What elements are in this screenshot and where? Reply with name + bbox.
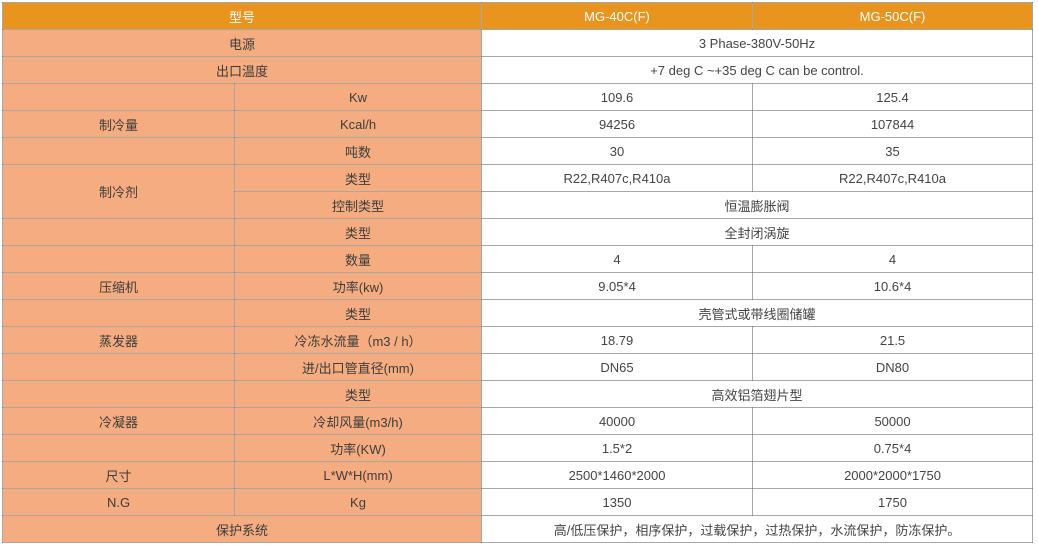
- empty-group-cell: [2, 353, 235, 381]
- comp-qty-param-cell: 数量: [233, 245, 483, 273]
- empty-group-cell: [2, 380, 235, 408]
- comp-qty-value2-cell: 4: [752, 245, 1034, 273]
- condenser-air-row: 冷凝器 冷却风量(m3/h) 40000 50000: [2, 407, 1034, 435]
- evap-pipe-param-cell: 进/出口管直径(mm): [233, 353, 483, 381]
- weight-value2-cell: 1750: [752, 488, 1034, 516]
- evaporator-pipe-row: 进/出口管直径(mm) DN65 DN80: [2, 353, 1034, 381]
- weight-group-cell: N.G: [2, 488, 235, 516]
- tons-param-cell: 吨数: [233, 137, 483, 165]
- empty-group-cell: [2, 434, 235, 462]
- comp-power-value1-cell: 9.05*4: [481, 272, 754, 300]
- refrigerant-type-row: 制冷剂 类型 R22,R407c,R410a R22,R407c,R410a: [2, 164, 1034, 219]
- outlet-temp-label-cell: 出口温度: [1, 56, 483, 84]
- size-group-cell: 尺寸: [2, 461, 235, 489]
- evap-pipe-value2-cell: DN80: [752, 353, 1034, 381]
- protection-label-cell: 保护系统: [1, 515, 483, 543]
- evap-flow-value1-cell: 18.79: [481, 326, 754, 354]
- evaporator-group-cell: 蒸发器: [2, 326, 235, 354]
- power-label-cell: 电源: [1, 29, 483, 57]
- kw-param-cell: Kw: [233, 83, 483, 111]
- cooling-group-cell: 制冷量: [2, 110, 235, 138]
- weight-value1-cell: 1350: [481, 488, 754, 516]
- cond-air-param-cell: 冷却风量(m3/h): [233, 407, 483, 435]
- evaporator-flow-row: 蒸发器 冷冻水流量（m3 / h） 18.79 21.5: [2, 326, 1034, 354]
- empty-group-cell: [2, 83, 235, 111]
- comp-type-value-cell: 全封闭涡旋: [481, 218, 1034, 246]
- evaporator-type-row: 类型 壳管式或带线圈储罐: [2, 299, 1034, 327]
- compressor-type-row: 类型 全封闭涡旋: [2, 218, 1034, 246]
- condenser-group-cell: 冷凝器: [2, 407, 235, 435]
- size-value2-cell: 2000*2000*1750: [752, 461, 1034, 489]
- ref-type-value2-cell: R22,R407c,R410a: [752, 164, 1034, 192]
- comp-power-value2-cell: 10.6*4: [752, 272, 1034, 300]
- evap-type-value-cell: 壳管式或带线圈储罐: [481, 299, 1034, 327]
- ref-type-value1-cell: R22,R407c,R410a: [481, 164, 754, 192]
- ref-control-value-cell: 恒温膨胀阀: [481, 191, 1034, 219]
- cond-air-value1-cell: 40000: [481, 407, 754, 435]
- comp-type-param-cell: 类型: [233, 218, 483, 246]
- cond-air-value2-cell: 50000: [752, 407, 1034, 435]
- kw-value2-cell: 125.4: [752, 83, 1034, 111]
- model2-header-cell: MG-50C(F): [752, 2, 1034, 30]
- condenser-power-row: 功率(KW) 1.5*2 0.75*4: [2, 434, 1034, 462]
- protection-value-cell: 高/低压保护，相序保护，过载保护，过热保护，水流保护，防冻保护。: [481, 515, 1034, 543]
- evap-flow-param-cell: 冷冻水流量（m3 / h）: [233, 326, 483, 354]
- refrigerant-group-cell: 制冷剂: [2, 164, 235, 219]
- cooling-tons-row: 吨数 30 35: [2, 137, 1034, 165]
- cooling-kcal-row: 制冷量 Kcal/h 94256 107844: [2, 110, 1034, 138]
- outlet-temp-row: 出口温度 +7 deg C ~+35 deg C can be control.: [1, 56, 1034, 84]
- size-param-cell: L*W*H(mm): [233, 461, 483, 489]
- cond-type-param-cell: 类型: [233, 380, 483, 408]
- comp-power-param-cell: 功率(kw): [233, 272, 483, 300]
- cond-power-param-cell: 功率(KW): [233, 434, 483, 462]
- ref-control-param-cell: 控制类型: [233, 191, 483, 219]
- cond-power-value1-cell: 1.5*2: [481, 434, 754, 462]
- protection-row: 保护系统 高/低压保护，相序保护，过载保护，过热保护，水流保护，防冻保护。: [1, 515, 1034, 543]
- empty-group-cell: [2, 218, 235, 246]
- spec-table: 型号 MG-40C(F) MG-50C(F) 电源 3 Phase-380V-5…: [1, 2, 1034, 543]
- outlet-temp-value-cell: +7 deg C ~+35 deg C can be control.: [481, 56, 1034, 84]
- kw-value1-cell: 109.6: [481, 83, 754, 111]
- weight-param-cell: Kg: [233, 488, 483, 516]
- kcal-value2-cell: 107844: [752, 110, 1034, 138]
- size-row: 尺寸 L*W*H(mm) 2500*1460*2000 2000*2000*17…: [2, 461, 1034, 489]
- cooling-kw-row: Kw 109.6 125.4: [2, 83, 1034, 111]
- compressor-power-row: 压缩机 功率(kw) 9.05*4 10.6*4: [2, 272, 1034, 300]
- model-title-cell: 型号: [1, 2, 483, 30]
- weight-row: N.G Kg 1350 1750: [2, 488, 1034, 516]
- empty-group-cell: [2, 299, 235, 327]
- power-row: 电源 3 Phase-380V-50Hz: [1, 29, 1034, 57]
- model1-header-cell: MG-40C(F): [481, 2, 754, 30]
- cond-power-value2-cell: 0.75*4: [752, 434, 1034, 462]
- empty-group-cell: [2, 245, 235, 273]
- cond-type-value-cell: 高效铝箔翅片型: [481, 380, 1034, 408]
- evap-flow-value2-cell: 21.5: [752, 326, 1034, 354]
- condenser-type-row: 类型 高效铝箔翅片型: [2, 380, 1034, 408]
- evap-pipe-value1-cell: DN65: [481, 353, 754, 381]
- size-value1-cell: 2500*1460*2000: [481, 461, 754, 489]
- empty-group-cell: [2, 137, 235, 165]
- header-row: 型号 MG-40C(F) MG-50C(F): [1, 2, 1034, 30]
- kcal-value1-cell: 94256: [481, 110, 754, 138]
- tons-value1-cell: 30: [481, 137, 754, 165]
- compressor-qty-row: 数量 4 4: [2, 245, 1034, 273]
- refrigerant-control-row: 控制类型 恒温膨胀阀: [3, 191, 1034, 219]
- ref-type-param-cell: 类型: [233, 164, 483, 192]
- power-value-cell: 3 Phase-380V-50Hz: [481, 29, 1034, 57]
- kcal-param-cell: Kcal/h: [233, 110, 483, 138]
- tons-value2-cell: 35: [752, 137, 1034, 165]
- evap-type-param-cell: 类型: [233, 299, 483, 327]
- comp-qty-value1-cell: 4: [481, 245, 754, 273]
- compressor-group-cell: 压缩机: [2, 272, 235, 300]
